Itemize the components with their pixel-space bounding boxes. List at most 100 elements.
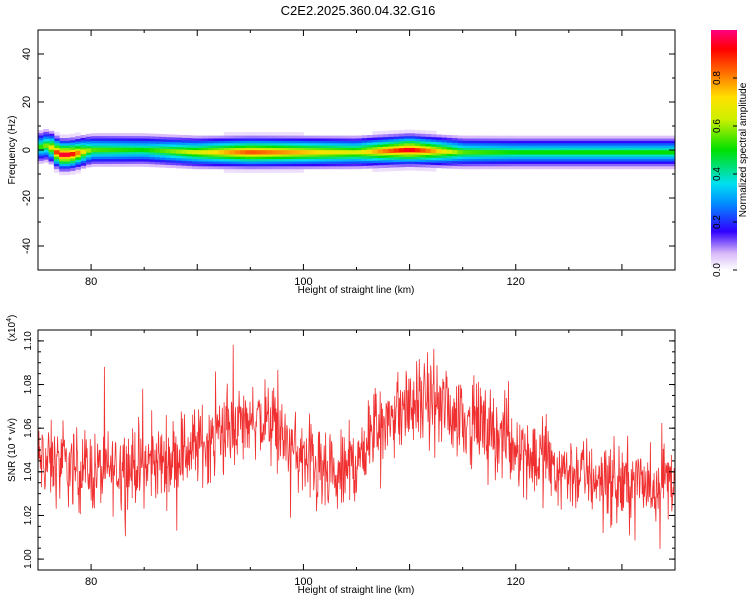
heatmap-cell [149,148,156,153]
heatmap-cell [568,150,575,155]
heatmap-cell [186,149,193,155]
y-tick-label: 1.10 [23,331,34,351]
heatmap-cell [414,148,421,153]
heatmap-cell [266,150,272,155]
heatmap-cell [271,150,278,155]
heatmap-cell [112,147,118,153]
heatmap-cell [361,149,368,155]
heatmap-cell [664,150,671,155]
heatmap-cell [515,150,522,155]
spectrogram-ticks: 40 20 0 -20 -40 80 100 120 [21,29,676,288]
heatmap-cell [282,150,288,155]
heatmap-cell [101,147,108,153]
heatmap-cell [314,150,320,155]
heatmap-cell [404,148,410,153]
y-tick-label: 40 [21,48,33,60]
heatmap-cell [154,148,161,153]
snr-panel: 1.00 1.02 1.04 1.06 1.08 1.10 80 100 120 Height … [6,315,676,596]
heatmap-cell [223,150,230,155]
heatmap-cell [510,150,517,155]
y-tick-label: 1.06 [23,418,34,438]
heatmap-cell [425,148,432,153]
heatmap-cell [250,150,256,155]
x-tick-label: 100 [294,276,312,288]
snr-ylabel: SNR (10 * v/v) [7,418,18,482]
snr-background [38,330,675,570]
heatmap-cell [579,150,586,155]
heatmap-cell [335,150,341,155]
heatmap-cell [170,149,177,154]
heatmap-cell [298,150,304,155]
heatmap-cell [526,150,533,155]
heatmap-cell [643,150,649,155]
y-tick-label: 1.00 [23,549,34,569]
heatmap-cell [234,150,241,155]
heatmap-cell [176,149,182,154]
heatmap-cell [611,150,617,155]
x-tick-label: 120 [507,276,525,288]
colorbar-tick-label: 0.8 [712,71,723,85]
heatmap-cell [648,150,655,155]
snr-multiplier: (x104) [6,315,18,342]
heatmap-cell [245,150,251,155]
heatmap-cell [197,150,203,155]
spectrogram-xlabel: Height of straight line (km) [298,285,415,296]
spectrogram-heatmap [38,129,675,176]
heatmap-cell [505,150,511,155]
heatmap-cell [207,150,214,155]
heatmap-cell [653,150,660,155]
heatmap-cell [351,150,357,155]
heatmap-cell [441,149,448,154]
heatmap-cell [340,150,347,155]
heatmap-cell [276,150,283,155]
heatmap-cell [542,150,548,155]
spectrogram-ylabel: Frequency (Hz) [7,116,18,185]
heatmap-cell [165,148,172,154]
x-tick-label: 80 [85,576,97,588]
heatmap-cell [584,150,591,155]
heatmap-cell [292,150,299,155]
heatmap-cell [308,150,315,155]
heatmap-cell [43,143,49,148]
heatmap-cell [494,150,501,155]
heatmap-cell [117,147,124,153]
heatmap-cell [590,150,596,155]
heatmap-cell [260,150,267,155]
heatmap-cell [356,150,363,155]
heatmap-cell [377,149,384,154]
heatmap-cell [372,149,379,154]
colorbar-tick-label: 0.4 [712,167,723,181]
heatmap-cell [202,150,209,155]
y-tick-label: -40 [21,238,33,254]
heatmap-cell [669,150,675,155]
heatmap-cell [531,150,538,155]
colorbar-tick-label: 0.2 [712,215,723,229]
heatmap-cell [287,150,294,155]
colorbar-tick-label: 0.6 [712,119,723,133]
snr-series [38,344,675,549]
heatmap-cell [552,150,559,155]
heatmap-cell [107,147,113,153]
heatmap-cell [430,148,437,154]
heatmap-cell [537,150,543,155]
heatmap-cell [181,149,187,154]
heatmap-cell [213,150,219,155]
y-tick-label: 0 [21,147,33,153]
heatmap-cell [595,150,602,155]
figure-title: C2E2.2025.360.04.32.G16 [281,3,436,18]
heatmap-cell [600,150,607,155]
heatmap-cell [521,150,527,155]
heatmap-cell [85,148,92,153]
x-tick-label: 80 [85,276,97,288]
heatmap-cell [229,150,235,155]
colorbar: 0.0 0.2 0.4 0.6 0.8 Normalized spectral ampl… [711,30,749,277]
heatmap-cell [330,150,336,155]
heatmap-cell [606,150,612,155]
y-tick-label: 1.04 [23,462,34,482]
y-tick-label: 1.02 [23,505,34,525]
colorbar-ticks: 0.0 0.2 0.4 0.6 0.8 [712,71,737,277]
heatmap-cell [38,144,44,150]
heatmap-cell [64,152,71,157]
heatmap-cell [499,150,506,155]
heatmap-cell [621,150,628,155]
